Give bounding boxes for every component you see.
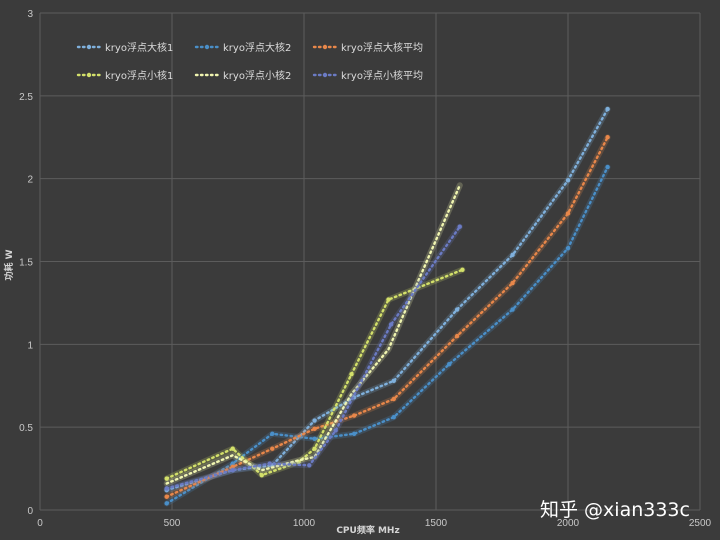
data-point <box>270 431 275 436</box>
legend-item: kryo浮点大核1 <box>76 41 173 54</box>
series-line <box>165 165 609 505</box>
data-point <box>333 428 338 433</box>
legend-label: kryo浮点大核2 <box>223 41 291 54</box>
data-point <box>230 461 235 466</box>
data-point <box>510 252 515 258</box>
legend-marker <box>322 44 328 50</box>
x-tick-label: 2000 <box>557 518 580 529</box>
data-point <box>312 446 317 451</box>
legend-marker <box>204 44 210 50</box>
data-point <box>454 307 460 312</box>
data-point <box>164 476 169 481</box>
data-point <box>510 307 515 312</box>
data-point <box>565 178 571 183</box>
data-point <box>565 211 571 216</box>
data-point <box>510 280 515 286</box>
series-4 <box>163 266 466 482</box>
y-tick-label: 3 <box>27 9 33 20</box>
x-tick-label: 500 <box>164 518 181 529</box>
data-point <box>386 297 391 302</box>
grid <box>39 12 701 511</box>
legend-marker <box>86 72 92 78</box>
x-axis-label: CPU频率 MHz <box>336 524 399 536</box>
data-point <box>164 486 169 491</box>
data-point <box>605 106 610 112</box>
legend-marker <box>86 44 92 50</box>
legend-marker <box>322 72 328 78</box>
y-axis-label: 功耗 W <box>3 249 15 280</box>
data-point <box>351 413 357 418</box>
y-tick-label: 0.5 <box>19 423 33 434</box>
data-point <box>312 436 317 441</box>
data-point <box>230 468 235 473</box>
y-tick-label: 1 <box>27 340 33 351</box>
data-point <box>270 446 275 451</box>
plot-area: 0 500 1000 1500 2000 2500 0 0.5 1 1.5 2 2.5 3 <box>19 9 711 529</box>
data-point <box>349 371 354 377</box>
data-point <box>457 224 462 229</box>
y-tick-label: 2.5 <box>19 92 33 103</box>
legend-item: kryo浮点小核1 <box>76 69 173 82</box>
data-point <box>312 418 317 423</box>
legend-item: kryo浮点小核平均 <box>312 69 423 82</box>
data-point <box>259 473 264 478</box>
legend-label: kryo浮点小核1 <box>105 69 173 82</box>
y-tick-label: 1.5 <box>19 258 33 269</box>
series-line <box>165 136 609 498</box>
legend-item: kryo浮点大核2 <box>194 41 291 54</box>
data-point <box>605 164 610 170</box>
data-point <box>391 396 396 402</box>
data-point <box>230 446 235 451</box>
data-point <box>605 135 610 140</box>
series-2 <box>163 164 611 507</box>
y-tick-label: 2 <box>27 175 33 186</box>
series-5 <box>163 182 463 487</box>
data-point <box>164 501 169 506</box>
legend-label: kryo浮点小核平均 <box>341 69 423 82</box>
data-point <box>460 267 465 272</box>
watermark-text: 知乎 @xian333c <box>540 499 690 521</box>
x-tick-label: 0 <box>37 518 43 529</box>
data-point <box>391 378 396 383</box>
data-point <box>307 463 312 468</box>
data-point <box>388 322 394 327</box>
series-glow <box>163 134 611 500</box>
series-line <box>165 268 464 480</box>
legend-label: kryo浮点大核平均 <box>341 41 423 54</box>
data-point <box>312 426 317 432</box>
data-point <box>447 362 452 367</box>
data-point <box>267 461 272 466</box>
data-point <box>164 494 169 499</box>
legend-item: kryo浮点大核平均 <box>312 41 423 54</box>
series-line <box>165 184 461 485</box>
x-tick-label: 1000 <box>293 518 316 529</box>
data-point <box>391 415 396 420</box>
x-tick-label: 1500 <box>425 518 448 529</box>
y-tick-label: 0 <box>27 506 33 517</box>
legend: kryo浮点大核1 kryo浮点大核2 kryo浮点大核平均 kryo浮点小核1 kry… <box>76 41 423 82</box>
data-point <box>454 333 460 339</box>
x-tick-label: 2500 <box>689 518 712 529</box>
legend-item: kryo浮点小核2 <box>194 69 291 82</box>
data-point <box>565 246 571 251</box>
series-3 <box>163 134 611 500</box>
data-point <box>230 464 235 470</box>
tick-labels: 0 500 1000 1500 2000 2500 0 0.5 1 1.5 2 2.5 3 <box>19 9 711 529</box>
series-6 <box>163 223 463 492</box>
legend-label: kryo浮点小核2 <box>223 69 291 82</box>
series-lines <box>163 106 611 507</box>
data-point <box>351 431 357 436</box>
legend-label: kryo浮点大核1 <box>105 41 173 54</box>
